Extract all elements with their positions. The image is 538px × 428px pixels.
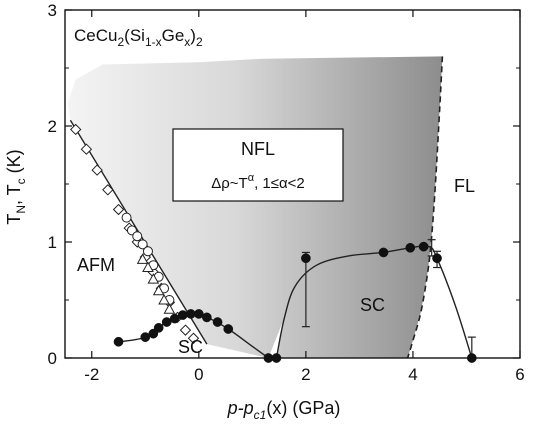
y-axis-title: TN, Tc (K) — [4, 149, 28, 224]
nfl-region-fill — [67, 56, 443, 359]
point-triangle-open-2 — [147, 273, 160, 284]
point-diamond-0 — [69, 123, 82, 136]
nfl-formula: Δρ~Tα, 1≤α<2 — [211, 172, 305, 192]
point-circle-filled-6 — [177, 310, 188, 320]
compound-sub2: 1-x — [145, 35, 162, 49]
point-circle-open-3 — [137, 239, 148, 250]
x-tick-label-2: 2 — [301, 365, 310, 384]
compound-sub1: 2 — [117, 35, 124, 49]
x-axis-title-italic: p-p — [227, 398, 254, 418]
point-diamond-3 — [102, 184, 114, 196]
point-triangle-open-4 — [158, 293, 170, 305]
compound-mid2: Ge — [162, 26, 185, 45]
y-axis-title-t: T — [4, 214, 24, 225]
nfl-label-box — [172, 128, 344, 202]
y-axis-title-sub-c: c — [14, 178, 28, 184]
y-axis-title-unit: (K) — [4, 149, 24, 178]
point-triangle-open-0 — [136, 253, 149, 264]
x-axis-title: p-pc1(x) (GPa) — [227, 398, 341, 422]
nfl-formula-sup: α — [248, 172, 255, 184]
point-circle-filled-15 — [378, 247, 389, 258]
y-tick-label-1: 1 — [48, 233, 57, 252]
point-triangle-open-1 — [142, 261, 154, 273]
point-circle-filled-11 — [223, 324, 234, 334]
x-tick-label-0: -2 — [84, 365, 99, 384]
point-circle-filled-16 — [405, 242, 416, 253]
nfl-formula-lead: Δρ~T — [211, 175, 247, 192]
point-circle-filled-10 — [212, 317, 223, 327]
point-diamond-4 — [112, 203, 125, 216]
point-circle-filled-14 — [301, 253, 311, 264]
compound-label: CeCu2(Si1-xGex)2 — [74, 26, 203, 49]
compound-sub4: 2 — [196, 35, 203, 49]
afm-region-label: AFM — [77, 255, 115, 275]
axes-layer: -2 0 2 4 6 0 1 2 3 — [48, 1, 525, 384]
x-tick-label-3: 4 — [408, 365, 417, 384]
y-tick-label-0: 0 — [48, 349, 57, 368]
point-circle-filled-4 — [161, 317, 172, 327]
x-tick-label-4: 6 — [515, 365, 524, 384]
point-circle-filled-9 — [202, 312, 212, 323]
sc-right-region-label: SC — [360, 295, 385, 315]
point-circle-filled-17 — [418, 241, 429, 252]
point-circle-open-4 — [142, 246, 153, 257]
compound-mid: (Si — [124, 26, 145, 45]
x-tick-label-1: 0 — [194, 365, 203, 384]
point-circle-filled-1 — [140, 332, 151, 342]
point-diamond-1 — [80, 143, 93, 155]
point-triangle-open-5 — [163, 303, 176, 314]
y-axis-title-sep: , T — [4, 184, 24, 205]
y-tick-label-3: 3 — [48, 1, 57, 20]
point-circle-open-2 — [132, 231, 143, 242]
point-circle-filled-18 — [432, 253, 442, 264]
compound-end: ) — [190, 26, 196, 45]
point-diamond-2 — [91, 164, 103, 176]
point-circle-filled-8 — [193, 309, 204, 319]
x-axis-title-sub: c1 — [254, 408, 267, 422]
nfl-title: NFL — [241, 139, 275, 159]
point-circle-filled-3 — [153, 322, 164, 333]
sc-left-region-label: SC — [178, 337, 203, 357]
point-circle-open-0 — [121, 212, 132, 223]
y-tick-label-2: 2 — [48, 117, 57, 136]
point-triangle-open-3 — [152, 284, 165, 296]
point-circle-filled-5 — [169, 313, 180, 324]
point-diamond-12 — [179, 324, 192, 336]
x-axis-title-rest: (x) (GPa) — [266, 398, 340, 418]
compound-sub3: x — [184, 35, 190, 49]
fl-region-label: FL — [454, 176, 475, 196]
nfl-formula-tail: , 1≤α<2 — [254, 175, 305, 192]
point-circle-filled-0 — [113, 336, 124, 347]
nfl-shaded-region-layer — [67, 56, 443, 359]
fl-crossover-dashed-line — [406, 56, 444, 359]
y-axis-title-sub-n: N — [14, 205, 28, 214]
compound-base: CeCu — [74, 26, 117, 45]
point-diamond-13 — [187, 332, 200, 344]
